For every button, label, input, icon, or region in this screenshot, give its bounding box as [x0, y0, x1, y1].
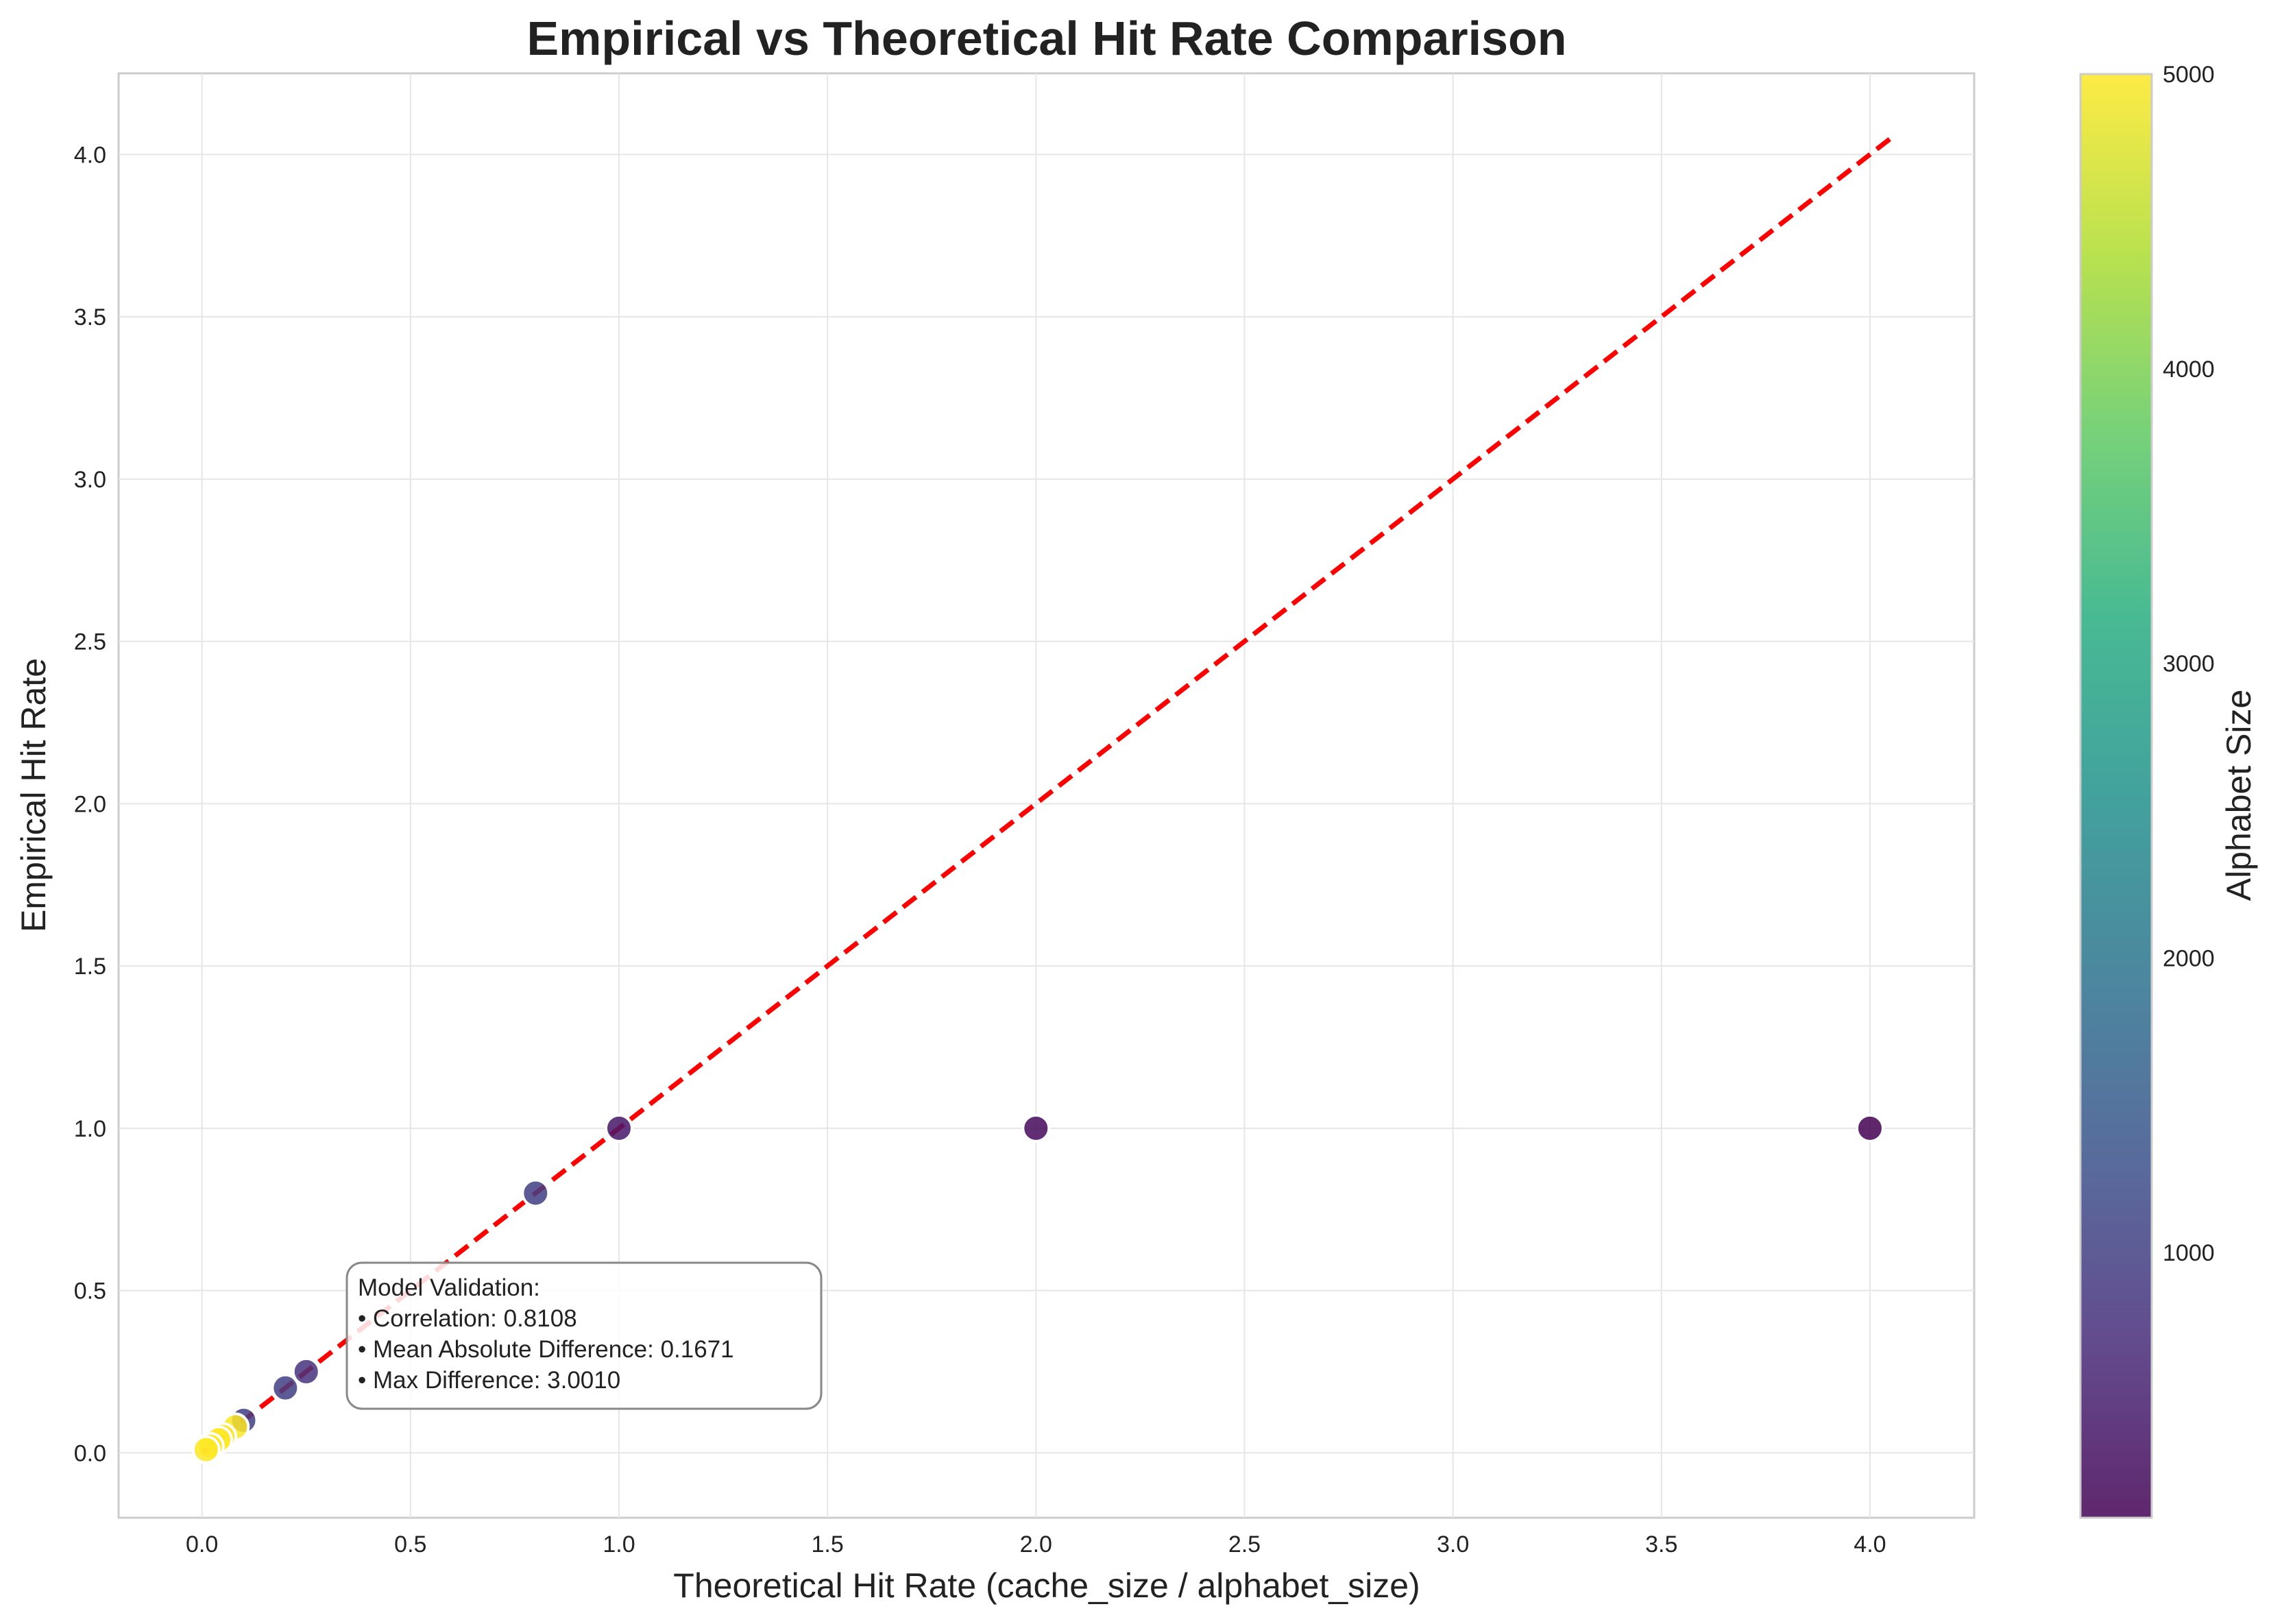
- data-point: [521, 1178, 550, 1208]
- y-axis-title: Empirical Hit Rate: [14, 658, 53, 932]
- grid-lines: [119, 73, 1974, 1518]
- data-point: [1855, 1113, 1884, 1143]
- y-tick-label: 4.0: [74, 142, 106, 168]
- x-tick-label: 2.5: [1228, 1531, 1261, 1558]
- data-points: [191, 1113, 1884, 1464]
- y-tick-label: 1.0: [74, 1116, 106, 1142]
- colorbar: 1000 2000 3000 4000 5000 Alphabet Size: [2079, 62, 2258, 1519]
- reference-line: [200, 136, 1893, 1455]
- y-tick-label: 3.0: [74, 467, 106, 493]
- y-tick-label: 3.5: [74, 304, 106, 330]
- annotation-box: Model Validation: • Correlation: 0.8108 …: [345, 1261, 823, 1410]
- annotation-line-4: • Max Difference: 3.0010: [358, 1367, 620, 1394]
- colorbar-ticks: 1000 2000 3000 4000 5000: [2163, 62, 2215, 1266]
- y-tick-label: 2.0: [74, 791, 106, 817]
- colorbar-gradient: [2079, 73, 2153, 1519]
- x-axis-title: Theoretical Hit Rate (cache_size / alpha…: [673, 1566, 1420, 1605]
- annotation-line-3: • Mean Absolute Difference: 0.1671: [358, 1336, 734, 1363]
- reference-line-layer: [200, 136, 1893, 1455]
- colorbar-label: Alphabet Size: [2220, 690, 2258, 901]
- data-point: [191, 1435, 221, 1464]
- y-tick-label: 0.0: [74, 1440, 106, 1466]
- x-axis-ticks: 0.0 0.5 1.0 1.5 2.0 2.5 3.0 3.5 4.0: [186, 1531, 1886, 1558]
- data-point: [1021, 1113, 1051, 1143]
- x-tick-label: 3.0: [1437, 1531, 1469, 1558]
- x-tick-label: 4.0: [1854, 1531, 1886, 1558]
- colorbar-tick-label: 1000: [2163, 1240, 2215, 1266]
- x-tick-label: 2.0: [1020, 1531, 1052, 1558]
- y-axis-ticks: 0.0 0.5 1.0 1.5 2.0 2.5 3.0 3.5 4.0: [74, 142, 106, 1466]
- colorbar-tick-label: 5000: [2163, 62, 2215, 88]
- x-tick-label: 0.0: [186, 1531, 218, 1558]
- chart-title: Empirical vs Theoretical Hit Rate Compar…: [526, 12, 1566, 65]
- annotation-frame: [345, 1261, 823, 1410]
- colorbar-tick-label: 3000: [2163, 651, 2215, 677]
- y-tick-label: 0.5: [74, 1278, 106, 1305]
- y-tick-label: 1.5: [74, 954, 106, 980]
- data-point: [291, 1357, 321, 1386]
- data-point: [271, 1373, 300, 1403]
- x-tick-label: 3.5: [1645, 1531, 1677, 1558]
- y-tick-label: 2.5: [74, 629, 106, 655]
- data-point: [604, 1113, 633, 1143]
- x-tick-label: 1.0: [603, 1531, 635, 1558]
- x-tick-label: 1.5: [812, 1531, 844, 1558]
- colorbar-tick-label: 2000: [2163, 945, 2215, 971]
- annotation-line-1: Model Validation:: [358, 1274, 540, 1301]
- colorbar-tick-label: 4000: [2163, 356, 2215, 383]
- annotation-line-2: • Correlation: 0.8108: [358, 1305, 577, 1332]
- x-tick-label: 0.5: [394, 1531, 426, 1558]
